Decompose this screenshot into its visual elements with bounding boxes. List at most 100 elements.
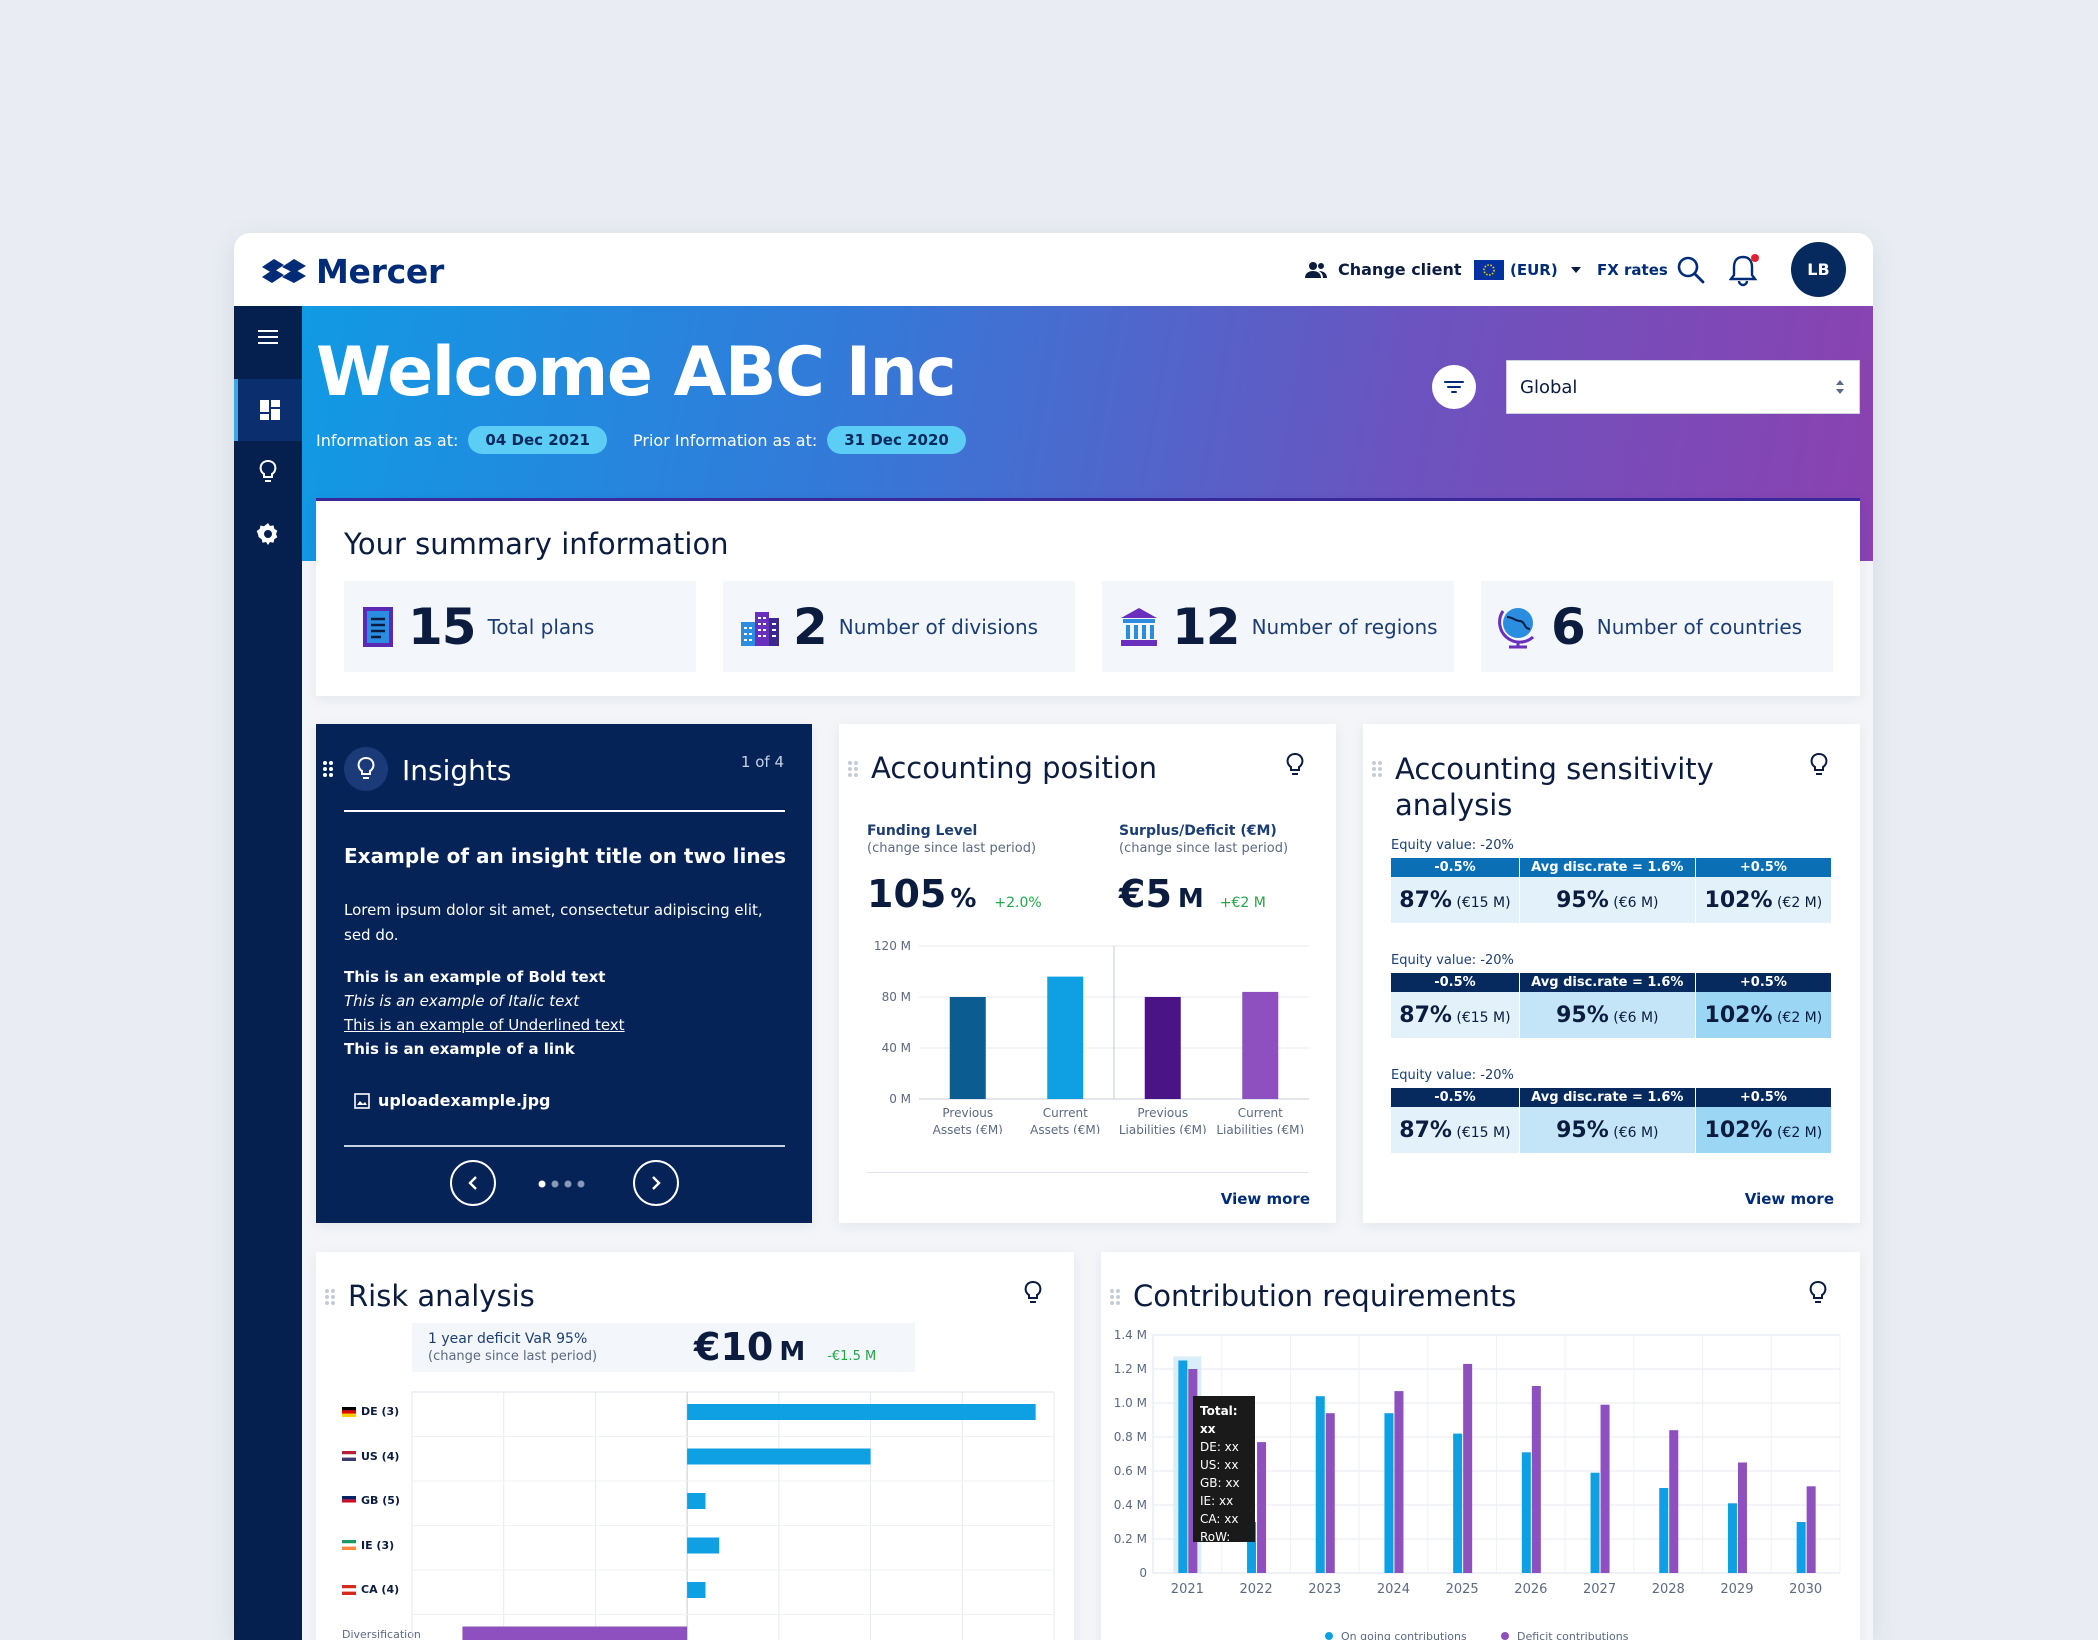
insight-body-line: Lorem ipsum dolor sit amet, consectetur …: [344, 901, 763, 919]
cell-amount: (€15 M): [1456, 1124, 1511, 1141]
x-tick-label: 2026: [1514, 1582, 1547, 1597]
cell-percent: 95%: [1556, 1002, 1609, 1028]
flag-stripe: [342, 1451, 356, 1455]
carousel-dots[interactable]: [537, 1179, 591, 1189]
user-avatar[interactable]: LB: [1791, 242, 1846, 297]
risk-row-label: CA (4): [342, 1583, 399, 1596]
filter-button[interactable]: [1432, 365, 1476, 409]
flag-stripe: [342, 1495, 356, 1499]
lightbulb-icon[interactable]: [1022, 1280, 1044, 1306]
stat-regions[interactable]: 12 Number of regions: [1102, 581, 1454, 672]
table-header: -0.5%: [1391, 858, 1520, 877]
lightbulb-icon[interactable]: [1807, 1280, 1829, 1306]
flag-stripe: [342, 1587, 356, 1592]
cell-amount: (€6 M): [1613, 1124, 1659, 1141]
filter-icon: [1444, 381, 1464, 393]
accounting-position-chart: 0 M 40 M 80 M 120 M Previous Assets (€M) Curre…: [874, 939, 1309, 1134]
stat-countries[interactable]: 6 Number of countries: [1481, 581, 1833, 672]
x-tick-label: Previous: [942, 1106, 993, 1120]
sensitivity-table: -0.5% Avg disc.rate = 1.6% +0.5% 87% (€1…: [1391, 973, 1831, 1038]
search-button[interactable]: [1676, 233, 1706, 306]
carousel-next-button[interactable]: [633, 1160, 679, 1206]
x-tick-label: Assets (€M): [1030, 1123, 1100, 1134]
cell-amount: (€2 M): [1776, 1009, 1823, 1026]
risk-row-label: DE (3): [342, 1405, 399, 1418]
cell-amount: (€6 M): [1613, 894, 1659, 911]
table-caption: Equity value: -20%: [1391, 953, 1514, 968]
insight-body: Lorem ipsum dolor sit amet, consectetur …: [344, 898, 763, 948]
stat-value: 12: [1172, 597, 1241, 656]
bar: [1178, 1360, 1188, 1573]
insight-heading: Example of an insight title on two lines: [344, 844, 787, 868]
lightbulb-icon[interactable]: [1808, 752, 1830, 778]
drag-handle-icon[interactable]: [1371, 760, 1383, 778]
bar: [1144, 997, 1181, 1099]
image-file-icon: [354, 1092, 370, 1109]
x-tick-label: Current: [1043, 1106, 1088, 1120]
sidebar-item-settings[interactable]: [234, 503, 302, 565]
flag-stripe: [342, 1502, 356, 1506]
lightbulb-icon: [357, 757, 375, 779]
currency-dropdown[interactable]: (EUR): [1474, 233, 1582, 306]
fx-rates-link[interactable]: FX rates: [1597, 260, 1668, 279]
mercer-logo[interactable]: Mercer: [260, 252, 444, 291]
flag-stripe: [342, 1540, 356, 1544]
attachment[interactable]: uploadexample.jpg: [354, 1091, 550, 1110]
table-header: Avg disc.rate = 1.6%: [1519, 973, 1696, 992]
change-client-button[interactable]: Change client: [1304, 233, 1462, 306]
bold-text-example: This is an example of Bold text: [344, 968, 606, 986]
lightbulb-icon[interactable]: [1284, 752, 1306, 778]
stat-divisions[interactable]: 2 Number of divisions: [723, 581, 1075, 672]
table-header: +0.5%: [1695, 858, 1831, 877]
sidebar-item-dashboard[interactable]: [234, 379, 302, 441]
y-tick-label: 0.6 M: [1114, 1464, 1147, 1478]
bar: [1257, 1442, 1267, 1573]
table-cell: 87% (€15 M): [1391, 992, 1520, 1038]
legend-marker: [1501, 1632, 1509, 1640]
bar: [1521, 1452, 1531, 1573]
bar: [1325, 1413, 1335, 1573]
carousel-prev-button[interactable]: [450, 1160, 496, 1206]
prior-date-label: Prior Information as at:: [633, 430, 818, 450]
caret-down-icon: [1570, 266, 1581, 273]
x-tick-label: Liabilities (€M): [1119, 1123, 1207, 1134]
drag-handle-icon[interactable]: [1109, 1288, 1121, 1306]
view-more-link[interactable]: View more: [1220, 1190, 1310, 1208]
cell-amount: (€6 M): [1613, 1009, 1659, 1026]
sensitivity-table: -0.5% Avg disc.rate = 1.6% +0.5% 87% (€1…: [1391, 1088, 1831, 1153]
bar: [1315, 1396, 1325, 1573]
legend-marker: [1325, 1632, 1333, 1640]
x-tick-label: 2027: [1583, 1582, 1616, 1597]
chevron-left-icon: [468, 1176, 477, 1190]
funding-level-value: 105: [867, 872, 947, 916]
change-client-label: Change client: [1338, 260, 1462, 279]
region-select[interactable]: Global: [1506, 360, 1860, 414]
insights-lightbulb-badge: [344, 747, 388, 791]
link-example[interactable]: This is an example of a link: [344, 1040, 575, 1058]
stat-value: 6: [1551, 597, 1586, 656]
drag-handle-icon[interactable]: [322, 760, 334, 778]
stat-total-plans[interactable]: 15 Total plans: [344, 581, 696, 672]
funding-level: 105 % +2.0%: [867, 872, 1042, 916]
x-tick-label: 2023: [1308, 1582, 1341, 1597]
bell-icon: [1729, 253, 1759, 286]
bar: [687, 1448, 871, 1465]
drag-handle-icon[interactable]: [847, 760, 859, 778]
funding-level-label: Funding Level: [867, 823, 978, 839]
divider: [344, 810, 785, 812]
notifications-button[interactable]: [1729, 233, 1761, 306]
drag-handle-icon[interactable]: [324, 1288, 336, 1306]
bar: [1659, 1488, 1669, 1573]
table-header: +0.5%: [1695, 1088, 1831, 1107]
divider: [344, 1145, 785, 1147]
bar: [1669, 1430, 1679, 1573]
bank-icon: [1121, 607, 1157, 646]
y-tick-label: 1.0 M: [1114, 1396, 1147, 1410]
y-tick-label: 0.4 M: [1114, 1498, 1147, 1512]
stat-value: 15: [408, 597, 477, 656]
view-more-link[interactable]: View more: [1744, 1190, 1834, 1208]
risk-row-label-text: US (4): [361, 1449, 400, 1463]
flag-stripe: [342, 1409, 356, 1414]
sidebar-item-insights[interactable]: [234, 441, 302, 503]
menu-toggle[interactable]: [234, 306, 302, 368]
